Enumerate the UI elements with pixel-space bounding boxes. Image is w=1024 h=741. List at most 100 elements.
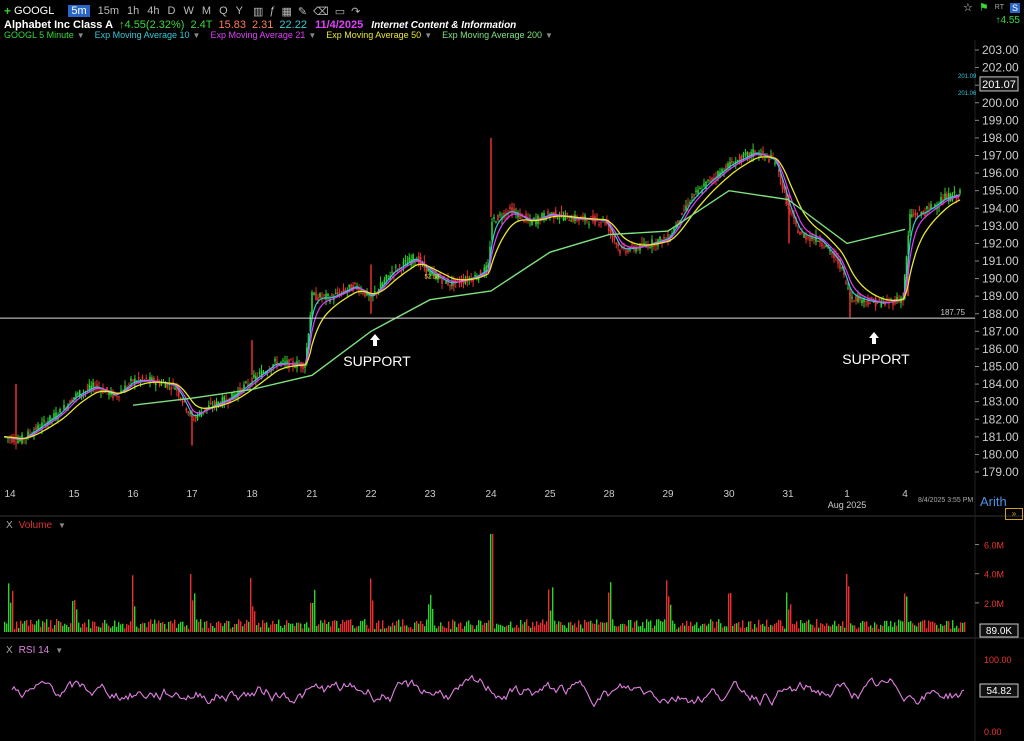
legend-item-1[interactable]: Exp Moving Average 10 ▼ (95, 30, 201, 40)
volume-bar (464, 626, 466, 632)
volume-bar (402, 619, 404, 632)
candle-body (892, 300, 894, 306)
volume-bar (700, 625, 702, 632)
candle-body (791, 213, 793, 215)
candle-body (7, 437, 9, 439)
timeframe-Q[interactable]: Q (219, 5, 228, 17)
camera-icon[interactable]: ▭ (334, 5, 346, 18)
add-icon[interactable]: + (4, 4, 12, 18)
chevron-down-icon[interactable]: ▼ (308, 31, 317, 40)
price-tick-label: 180.00 (982, 447, 1019, 461)
volume-bar (412, 628, 414, 632)
volume-bar (764, 626, 766, 632)
chevron-down-icon[interactable]: ▼ (545, 31, 553, 40)
timeframe-D[interactable]: D (167, 5, 176, 17)
symbol-box[interactable]: + GOOGL (4, 4, 54, 18)
volume-bar (822, 624, 824, 632)
candle-body (727, 163, 729, 168)
volume-bar (276, 624, 278, 632)
legend-item-2[interactable]: Exp Moving Average 21 ▼ (210, 30, 316, 40)
expand-button[interactable]: » (1005, 508, 1023, 520)
candle-body (748, 152, 751, 157)
candle-body (327, 293, 329, 296)
s-icon[interactable]: S (1009, 2, 1020, 13)
volume-bar (332, 620, 334, 632)
volume-bar (924, 620, 926, 632)
volume-bar (512, 627, 514, 632)
volume-bar (866, 621, 868, 632)
star-icon[interactable]: ☆ (963, 2, 973, 14)
timeframe-4h[interactable]: 4h (147, 5, 160, 17)
candle-body (907, 235, 910, 255)
volume-bar (820, 623, 822, 632)
chevron-down-icon[interactable]: ▼ (76, 31, 85, 40)
candle-body (572, 217, 574, 222)
volume-bar (960, 622, 962, 632)
volume-bar (170, 620, 172, 632)
volume-bar (748, 621, 750, 632)
scale-mode[interactable]: Arith (980, 494, 1007, 509)
volume-bar (918, 622, 920, 632)
candle-body (260, 370, 263, 379)
legend-item-0[interactable]: GOOGL 5 Minute ▼ (4, 30, 85, 40)
volume-bar (274, 623, 276, 632)
candle-body (787, 198, 789, 205)
volume-bar (490, 534, 492, 632)
chevron-down-icon[interactable]: ▼ (192, 31, 201, 40)
volume-bar (878, 628, 880, 632)
close-icon[interactable]: X (6, 520, 13, 531)
candle-body (317, 297, 319, 301)
grid-icon[interactable]: ▦ (281, 5, 292, 18)
timeframe-1h[interactable]: 1h (127, 5, 140, 17)
price-tick-label: 191.00 (982, 254, 1019, 268)
candle-body (729, 161, 731, 168)
flag-icon[interactable]: ⚑ (978, 2, 989, 14)
candle-body (499, 214, 501, 216)
rt-badge: RT (994, 4, 1004, 11)
price-tick-label: 196.00 (982, 166, 1019, 180)
volume-bar (784, 628, 786, 632)
volume-bar (582, 628, 584, 632)
timeframe-selector: 5m 15m 1h 4h D W M Q Y (68, 5, 243, 17)
legend-item-3[interactable]: Exp Moving Average 50 ▼ (326, 30, 432, 40)
volume-bar (594, 623, 596, 632)
chevron-down-icon[interactable]: ▼ (424, 31, 433, 40)
volume-bar (256, 625, 258, 632)
volume-bar (516, 625, 518, 632)
candle-body (185, 408, 188, 412)
volume-bar (228, 621, 230, 632)
pencil-icon[interactable]: ✎ (297, 5, 308, 18)
volume-bar (288, 623, 290, 632)
symbol-label: GOOGL (14, 5, 55, 17)
candle-body (284, 361, 286, 363)
volume-bar (194, 593, 196, 632)
candle-body (217, 401, 220, 406)
timeframe-M[interactable]: M (201, 5, 212, 17)
timeframe-Y[interactable]: Y (235, 5, 243, 17)
chevron-down-icon[interactable]: ▼ (55, 646, 64, 655)
candle-body (930, 204, 932, 210)
eraser-icon[interactable]: ⌫ (313, 5, 329, 18)
timeframe-5m[interactable]: 5m (68, 5, 90, 17)
volume-bar (18, 627, 20, 632)
close-icon[interactable]: X (6, 645, 13, 656)
candle-body (779, 172, 782, 185)
candle-body (829, 249, 831, 252)
candle-body (713, 178, 715, 180)
volume-bar (518, 627, 520, 632)
timeframe-15m[interactable]: 15m (97, 5, 120, 17)
volume-bar (954, 627, 956, 632)
rsi-title: RSI 14 (18, 645, 50, 656)
legend-item-4[interactable]: Exp Moving Average 200 ▼ (442, 30, 553, 40)
candle-body (132, 379, 134, 382)
candle-body (15, 441, 17, 444)
volume-bar (864, 621, 866, 632)
indicator-icon[interactable]: ƒ (269, 4, 276, 17)
price-tick-label: 186.00 (982, 342, 1019, 356)
share-icon[interactable]: ↷ (351, 5, 361, 18)
chevron-down-icon[interactable]: ▼ (58, 521, 66, 530)
volume-bar (448, 621, 450, 632)
timeframe-W[interactable]: W (183, 5, 194, 17)
chart-type-icon[interactable]: ▥ (252, 5, 264, 18)
